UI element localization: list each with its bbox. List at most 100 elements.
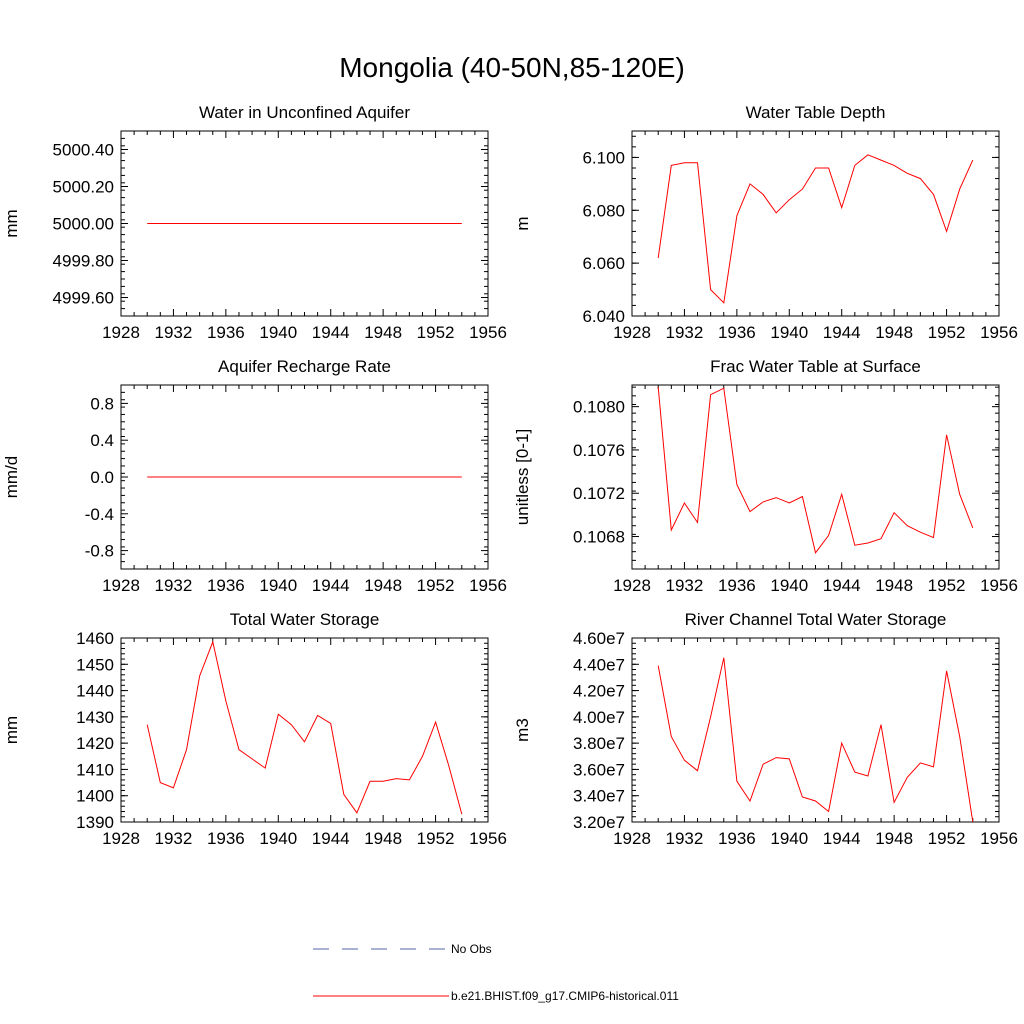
panel-5-xtick-label: 1940 [259, 829, 297, 848]
panel-3-title: Aquifer Recharge Rate [218, 357, 391, 376]
panel-6-ytick-label: 3.20e7 [573, 813, 625, 832]
panel-3-ytick-label: -0.8 [85, 542, 114, 561]
panel-2-xtick-label: 1932 [666, 323, 704, 342]
panel-3-xtick-label: 1928 [102, 576, 140, 595]
panel-1-ytick-label: 4999.80 [53, 252, 114, 271]
panel-2-xtick-label: 1948 [875, 323, 913, 342]
panel-1-xtick-label: 1948 [364, 323, 402, 342]
panel-6-xtick-label: 1940 [770, 829, 808, 848]
panel-6-xtick-label: 1936 [718, 829, 756, 848]
legend-label-no-obs: No Obs [451, 942, 492, 956]
panel-5-ytick-label: 1460 [76, 629, 114, 648]
panel-4-ytick-label: 0.1076 [573, 441, 625, 460]
panel-6-xtick-label: 1948 [875, 829, 913, 848]
panel-1-xtick-label: 1944 [312, 323, 350, 342]
panel-2-ytick-label: 6.100 [582, 148, 625, 167]
panel-3-xtick-label: 1956 [469, 576, 507, 595]
panel-1-title: Water in Unconfined Aquifer [199, 103, 410, 122]
panel-5-xtick-label: 1932 [155, 829, 193, 848]
panel-2-xtick-label: 1928 [613, 323, 651, 342]
panel-5-title: Total Water Storage [230, 610, 380, 629]
panel-2-ytick-label: 6.040 [582, 307, 625, 326]
panel-4-xtick-label: 1932 [666, 576, 704, 595]
panel-6-ytick-label: 4.40e7 [573, 655, 625, 674]
panel-6-series-line [657, 657, 974, 823]
panel-4-ytick-label: 0.1068 [573, 528, 625, 547]
panel-2-ytick-label: 6.060 [582, 254, 625, 273]
legend-label-model: b.e21.BHIST.f09_g17.CMIP6-historical.011 [451, 989, 679, 1003]
panel-4-xtick-label: 1956 [980, 576, 1018, 595]
panel-1-ytick-label: 4999.60 [53, 289, 114, 308]
panel-5-xtick-label: 1944 [312, 829, 350, 848]
panel-5-xtick-label: 1956 [469, 829, 507, 848]
panel-6-ytick-label: 3.40e7 [573, 787, 625, 806]
panel-5-ytick-label: 1410 [76, 760, 114, 779]
panel-3-ytick-label: 0.0 [90, 468, 114, 487]
panel-4-xtick-label: 1944 [823, 576, 861, 595]
panel-4-xtick-label: 1936 [718, 576, 756, 595]
panel-6-ytick-label: 4.20e7 [573, 682, 625, 701]
panel-4-ylabel: unitless [0-1] [513, 429, 532, 525]
panel-3-xtick-label: 1932 [155, 576, 193, 595]
panel-2-series-line [657, 154, 974, 304]
panel-6-ytick-label: 3.60e7 [573, 760, 625, 779]
panel-1-ylabel: mm [2, 209, 21, 237]
panel-2-xtick-label: 1940 [770, 323, 808, 342]
panel-2-xtick-label: 1944 [823, 323, 861, 342]
panel-4-ytick-label: 0.1072 [573, 484, 625, 503]
panel-5-ylabel: mm [2, 716, 21, 744]
panel-5-xtick-label: 1936 [207, 829, 245, 848]
panel-4-xtick-label: 1948 [875, 576, 913, 595]
panel-6-xtick-label: 1952 [928, 829, 966, 848]
panel-2-title: Water Table Depth [746, 103, 886, 122]
panel-5-xtick-label: 1952 [417, 829, 455, 848]
panel-3-xtick-label: 1936 [207, 576, 245, 595]
panel-4-xtick-label: 1928 [613, 576, 651, 595]
panel-2-xtick-label: 1936 [718, 323, 756, 342]
panel-2-ylabel: m [513, 216, 532, 230]
panel-1-xtick-label: 1932 [155, 323, 193, 342]
panel-3-ytick-label: -0.4 [85, 505, 114, 524]
panel-6-title: River Channel Total Water Storage [685, 610, 947, 629]
panel-1-xtick-label: 1928 [102, 323, 140, 342]
figure-title: Mongolia (40-50N,85-120E) [339, 52, 685, 83]
panel-5-xtick-label: 1928 [102, 829, 140, 848]
panel-5-series-line [146, 640, 463, 815]
panel-5-ytick-label: 1430 [76, 708, 114, 727]
panel-6-xtick-label: 1928 [613, 829, 651, 848]
panel-5-ytick-label: 1450 [76, 655, 114, 674]
panel-4-xtick-label: 1952 [928, 576, 966, 595]
panel-3-ylabel: mm/d [2, 456, 21, 499]
panel-6-ytick-label: 4.60e7 [573, 629, 625, 648]
panel-2-xtick-label: 1956 [980, 323, 1018, 342]
panel-3-xtick-label: 1940 [259, 576, 297, 595]
panel-1-xtick-label: 1952 [417, 323, 455, 342]
panel-6-ylabel: m3 [513, 718, 532, 742]
panel-5-ytick-label: 1390 [76, 813, 114, 832]
panel-4-ytick-label: 0.1080 [573, 398, 625, 417]
panel-1-xtick-label: 1956 [469, 323, 507, 342]
panel-5-ytick-label: 1420 [76, 734, 114, 753]
panel-1-xtick-label: 1936 [207, 323, 245, 342]
panel-6-ytick-label: 3.80e7 [573, 734, 625, 753]
panel-1-ytick-label: 5000.00 [53, 215, 114, 234]
panel-3-ytick-label: 0.4 [90, 431, 114, 450]
panel-5-xtick-label: 1948 [364, 829, 402, 848]
panel-1-ytick-label: 5000.40 [53, 141, 114, 160]
panel-4-xtick-label: 1940 [770, 576, 808, 595]
panel-5-ytick-label: 1440 [76, 682, 114, 701]
panel-3-xtick-label: 1944 [312, 576, 350, 595]
panel-3-xtick-label: 1952 [417, 576, 455, 595]
panel-2-ytick-label: 6.080 [582, 201, 625, 220]
panel-6-xtick-label: 1944 [823, 829, 861, 848]
panel-2-xtick-label: 1952 [928, 323, 966, 342]
panel-4-series-line [657, 387, 974, 554]
panel-1-xtick-label: 1940 [259, 323, 297, 342]
panel-3-xtick-label: 1948 [364, 576, 402, 595]
panel-6-frame [631, 637, 1000, 823]
panel-3-ytick-label: 0.8 [90, 394, 114, 413]
panel-6-xtick-label: 1932 [666, 829, 704, 848]
panel-5-ytick-label: 1400 [76, 787, 114, 806]
panel-4-frame [631, 384, 1000, 570]
